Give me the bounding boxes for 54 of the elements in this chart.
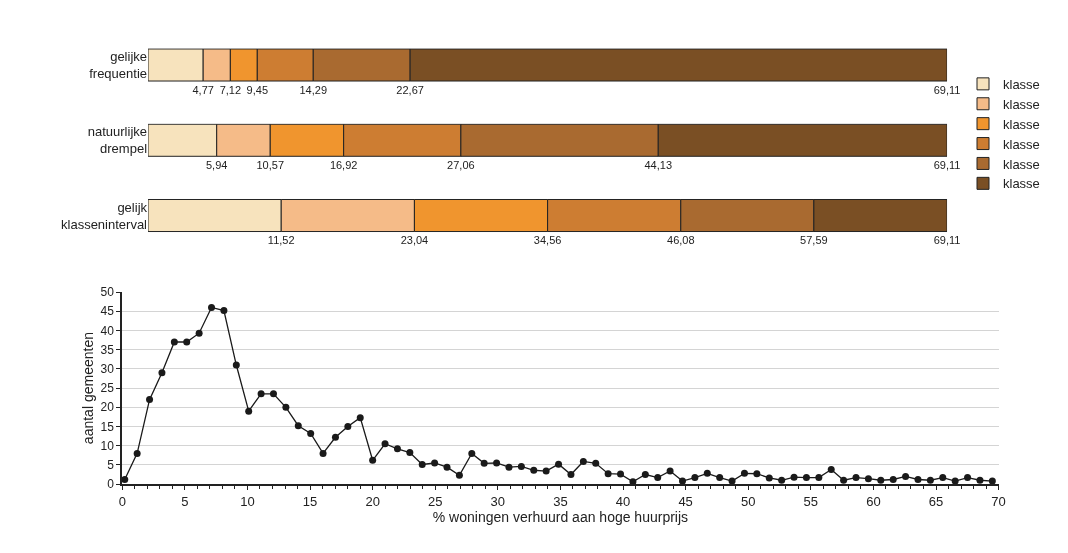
x-tick-label: 10,57	[256, 159, 285, 172]
x-tick-label: 65	[928, 493, 944, 509]
x-tick-label: 20	[365, 493, 380, 509]
legend-label: klasse	[1003, 96, 1040, 112]
x-tick-label: 5	[181, 493, 189, 509]
legend-label: klasse	[1003, 76, 1040, 92]
y-tick-label: 15	[100, 419, 115, 434]
x-tick-label: 70	[991, 493, 1006, 509]
legend-label: klasse	[1003, 116, 1040, 132]
x-axis-title: % woningen verhuurd aan hoge huurprijs	[432, 508, 689, 525]
x-tick-label: 27,06	[447, 159, 475, 172]
x-tick-label: 16,92	[329, 159, 358, 172]
legend-label: klasse	[1003, 176, 1040, 192]
x-tick-label: 35	[553, 493, 568, 509]
y-tick-label: 0	[107, 477, 115, 492]
x-tick-label: 7,12	[219, 83, 242, 96]
x-tick-label: 69,11	[933, 234, 961, 247]
y-tick-label: 50	[100, 285, 115, 300]
x-tick-label: 40	[615, 493, 631, 509]
x-tick-label: 15	[302, 493, 318, 509]
x-tick-label: 34,56	[533, 234, 562, 247]
x-tick-label: 25	[428, 493, 443, 509]
y-tick-label: gelijk klasseninterval	[61, 199, 148, 232]
x-tick-label: 22,67	[396, 83, 424, 96]
x-tick-label: 60	[866, 493, 881, 509]
x-tick-label: 44,13	[644, 159, 673, 172]
x-tick-label: 55	[803, 493, 819, 509]
y-tick-label: 10	[100, 438, 115, 453]
x-tick-label: 46,08	[667, 234, 695, 247]
x-tick-label: 50	[740, 493, 756, 509]
x-tick-label: 9,45	[246, 83, 268, 96]
legend-label: klasse	[1003, 156, 1040, 172]
y-tick-label: gelijke frequentie	[89, 49, 148, 82]
x-tick-label: 11,52	[267, 234, 295, 247]
x-tick-label: 5,94	[206, 159, 228, 172]
x-tick-label: 45	[678, 493, 693, 509]
x-tick-label: 10	[240, 493, 255, 509]
y-tick-label: 25	[100, 381, 115, 396]
x-tick-label: 23,04	[400, 234, 429, 247]
y-tick-label: 45	[100, 304, 115, 319]
y-tick-label: 20	[100, 400, 115, 415]
x-tick-label: 69,11	[933, 83, 961, 96]
y-axis-title: aantal gemeenten	[79, 332, 96, 445]
y-tick-label: 30	[100, 362, 115, 377]
x-tick-label: 30	[490, 493, 506, 509]
y-tick-label: 5	[107, 458, 115, 473]
x-tick-label: 14,29	[299, 83, 328, 96]
x-tick-label: 4,77	[192, 83, 214, 96]
x-tick-label: 69,11	[933, 159, 961, 172]
x-tick-label: 57,59	[800, 234, 828, 247]
y-tick-label: 35	[100, 342, 115, 357]
legend-label: klasse	[1003, 136, 1040, 152]
y-tick-label: natuurlijke drempel	[87, 124, 148, 157]
y-tick-label: 40	[100, 323, 115, 338]
